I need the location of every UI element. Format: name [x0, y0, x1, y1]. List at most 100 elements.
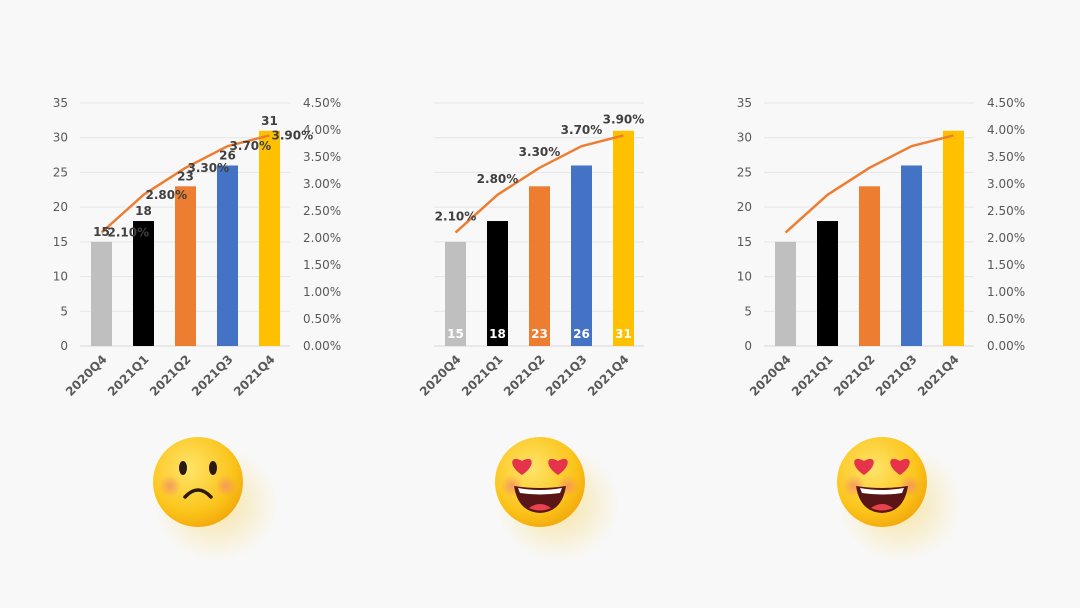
bar-value-label: 23 [177, 169, 194, 183]
left-axis-tick-label: 10 [737, 270, 752, 284]
right-axis-tick-label: 0.00% [303, 339, 341, 353]
right-axis-tick-label: 2.50% [303, 204, 341, 218]
category-label: 2021Q1 [789, 352, 836, 399]
category-label: 2021Q2 [501, 352, 548, 399]
right-axis-tick-label: 0.00% [987, 339, 1025, 353]
category-label: 2021Q3 [543, 352, 590, 399]
category-label: 2021Q4 [915, 352, 962, 399]
emoji-teeth [860, 488, 904, 495]
right-axis-tick-label: 2.50% [987, 204, 1025, 218]
emoji-face [153, 437, 243, 527]
bar-value-label: 26 [573, 327, 590, 341]
category-label: 2021Q2 [147, 352, 194, 399]
rate-value-label: 2.10% [435, 210, 477, 224]
bar-2021Q2 [529, 186, 550, 346]
sad-face-icon [153, 437, 278, 562]
category-label: 2020Q4 [747, 352, 794, 399]
left-axis-tick-label: 10 [53, 270, 68, 284]
right-axis-tick-label: 3.50% [987, 150, 1025, 164]
right-axis-tick-label: 1.00% [303, 285, 341, 299]
chart-3: 0 5 10 15 20 25 30 35 0.00% 0.50% 1.00% 1.50% 2.00% 2… [737, 96, 1025, 399]
rate-value-label: 2.80% [477, 172, 519, 186]
left-axis-tick-label: 5 [744, 304, 752, 318]
emoji-eye [209, 461, 217, 475]
bar-2021Q2 [175, 186, 196, 346]
chart-1: 0 5 10 15 20 25 30 35 0.00% 0.50% 1.00% 1.50% 2.00% 2… [53, 96, 341, 399]
bar-2021Q4 [613, 130, 634, 346]
emoji-blush [159, 475, 181, 497]
category-label: 2021Q2 [831, 352, 878, 399]
category-label: 2021Q3 [873, 352, 920, 399]
emoji-heart-eye [548, 458, 568, 475]
bar-2021Q2 [859, 186, 880, 346]
bar-value-label: 18 [489, 327, 506, 341]
category-label: 2021Q4 [231, 352, 278, 399]
bar-value-label: 31 [615, 327, 632, 341]
category-label: 2021Q1 [459, 352, 506, 399]
rate-value-label: 3.90% [272, 128, 314, 142]
right-axis-tick-label: 4.50% [303, 96, 341, 110]
bar-value-label: 18 [135, 204, 152, 218]
emoji-heart-eye [512, 458, 532, 475]
bar-value-label: 23 [531, 327, 548, 341]
right-axis-tick-label: 3.50% [303, 150, 341, 164]
emoji-tongue [871, 504, 893, 511]
bar-2021Q1 [487, 221, 508, 346]
rate-value-label: 3.90% [603, 112, 645, 126]
left-axis-tick-label: 20 [53, 200, 68, 214]
left-axis-tick-label: 35 [53, 96, 68, 110]
category-label: 2021Q3 [189, 352, 236, 399]
left-axis-tick-label: 30 [53, 131, 68, 145]
category-label: 2021Q4 [585, 352, 632, 399]
left-axis-tick-label: 20 [737, 200, 752, 214]
bar-2020Q4 [91, 241, 112, 346]
right-axis-tick-label: 4.50% [987, 96, 1025, 110]
rate-value-label: 2.10% [108, 226, 150, 240]
bar-2021Q3 [901, 165, 922, 346]
heart-eyes-face-icon [495, 437, 620, 562]
right-axis-tick-label: 2.00% [303, 231, 341, 245]
emoji-heart-eye [890, 458, 910, 475]
left-axis-tick-label: 0 [744, 339, 752, 353]
rate-value-label: 3.70% [230, 139, 272, 153]
bar-2021Q4 [943, 130, 964, 346]
rate-line [100, 134, 270, 234]
category-label: 2021Q1 [105, 352, 152, 399]
left-axis-tick-label: 30 [737, 131, 752, 145]
right-axis-tick-label: 0.50% [303, 312, 341, 326]
emoji-blush [215, 475, 237, 497]
right-axis-tick-label: 2.00% [987, 231, 1025, 245]
left-axis-tick-label: 35 [737, 96, 752, 110]
right-axis-tick-label: 3.00% [303, 177, 341, 191]
left-axis-tick-label: 25 [737, 165, 752, 179]
bar-value-label: 15 [447, 327, 464, 341]
category-label: 2020Q4 [417, 352, 464, 399]
right-axis-tick-label: 1.00% [987, 285, 1025, 299]
bar-2020Q4 [445, 241, 466, 346]
rate-value-label: 3.30% [188, 161, 230, 175]
bar-2021Q3 [571, 165, 592, 346]
emoji-heart-eye [854, 458, 874, 475]
bar-value-label: 26 [219, 148, 236, 162]
right-axis-tick-label: 4.00% [987, 123, 1025, 137]
bar-value-label: 31 [261, 114, 278, 128]
bar-2021Q1 [133, 221, 154, 346]
emoji-frown [183, 488, 213, 499]
right-axis-tick-label: 4.00% [303, 123, 341, 137]
left-axis-tick-label: 15 [737, 235, 752, 249]
left-axis-tick-label: 5 [60, 304, 68, 318]
bar-2021Q4 [259, 130, 280, 346]
bar-value-label: 15 [93, 225, 110, 239]
rate-value-label: 3.70% [561, 123, 603, 137]
emoji-teeth [518, 488, 562, 495]
emoji-eye [179, 461, 187, 475]
rate-value-label: 3.30% [519, 145, 561, 159]
rate-value-label: 2.80% [146, 188, 188, 202]
category-label: 2020Q4 [63, 352, 110, 399]
rate-line [784, 134, 954, 234]
right-axis-tick-label: 1.50% [303, 258, 341, 272]
left-axis-tick-label: 15 [53, 235, 68, 249]
bar-2021Q1 [817, 221, 838, 346]
bar-2020Q4 [775, 241, 796, 346]
